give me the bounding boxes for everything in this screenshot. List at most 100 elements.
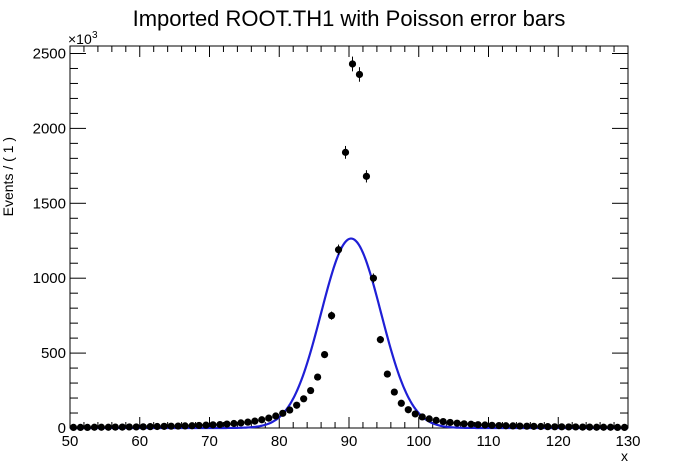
x-axis: 50 60 70 80 90 100 110 120 130 [62, 46, 641, 450]
data-point [488, 421, 496, 429]
x-tick-label: 50 [62, 433, 79, 450]
data-point [341, 148, 350, 156]
data-point [551, 423, 559, 431]
data-point [272, 412, 280, 420]
chart-title: Imported ROOT.TH1 with Poisson error bar… [133, 6, 566, 31]
data-point [558, 423, 566, 431]
x-tick-label: 80 [271, 433, 288, 450]
data-point [258, 416, 266, 424]
data-point [599, 423, 608, 431]
x-axis-label: x [621, 448, 628, 464]
data-point [572, 423, 580, 431]
y-tick-label: 1500 [33, 195, 66, 212]
x-tick-label: 70 [201, 433, 218, 450]
data-point [244, 418, 252, 426]
data-point [111, 423, 119, 431]
data-point [593, 423, 601, 431]
y-axis: 0 500 1000 1500 2000 2500 [33, 45, 628, 437]
data-point [153, 422, 161, 431]
data-point [97, 423, 105, 431]
x-tick-label: 60 [131, 433, 148, 450]
data-point [181, 422, 189, 430]
data-point [279, 409, 287, 417]
data-point [613, 423, 622, 432]
data-point [320, 350, 329, 359]
data-point [362, 172, 371, 180]
data-point [76, 423, 85, 432]
data-point [516, 422, 524, 430]
x-tick-label: 120 [546, 433, 571, 450]
data-point [509, 422, 517, 430]
data-point [334, 246, 343, 254]
data-point [530, 422, 538, 430]
data-point [565, 423, 573, 431]
y-tick-label: 2500 [33, 45, 66, 62]
data-point [223, 420, 231, 428]
data-point [606, 423, 615, 431]
data-point [83, 423, 92, 432]
data-point [327, 312, 336, 320]
data-point [195, 421, 203, 430]
data-point [307, 386, 315, 395]
data-point [251, 417, 259, 425]
data-point [167, 422, 175, 430]
data-point [300, 395, 308, 403]
data-point [314, 373, 322, 381]
data-point [425, 415, 433, 423]
data-point [446, 418, 454, 427]
x-tick-label: 110 [477, 433, 501, 450]
fit-curve [70, 237, 628, 430]
data-point [418, 413, 426, 421]
data-point [348, 60, 357, 68]
data-point [390, 388, 398, 396]
data-point [69, 423, 78, 432]
data-point [467, 420, 475, 428]
y-tick-label: 500 [41, 345, 66, 362]
x-tick-label: 90 [341, 433, 358, 450]
y-tick-label: 1000 [33, 270, 66, 287]
data-point [474, 421, 482, 429]
data-point [537, 422, 545, 431]
data-point [369, 274, 378, 282]
data-point [209, 421, 217, 429]
data-point [502, 422, 510, 430]
data-point [146, 423, 154, 431]
y-tick-label: 0 [58, 420, 66, 437]
data-point [230, 419, 238, 428]
data-point [188, 422, 196, 430]
y-multiplier-base: ×10 [68, 31, 92, 47]
data-point [383, 370, 391, 378]
series-layer [69, 56, 629, 432]
y-axis-label: Events / ( 1 ) [0, 137, 16, 216]
data-point [118, 423, 126, 431]
data-point [579, 423, 587, 431]
x-tick-label: 100 [406, 433, 431, 450]
data-point [286, 406, 294, 414]
data-point [293, 401, 301, 409]
data-point [202, 421, 210, 429]
data-point [132, 423, 140, 431]
data-point [104, 423, 112, 431]
data-point [404, 406, 412, 414]
y-multiplier-exponent: 3 [92, 30, 98, 41]
data-point [265, 414, 273, 422]
data-point [160, 422, 168, 430]
data-point [397, 399, 405, 407]
y-multiplier: ×10 3 [68, 30, 98, 47]
data-point [523, 422, 531, 430]
data-point [586, 423, 594, 431]
data-point [432, 416, 440, 424]
data-point [355, 70, 364, 79]
data-point [460, 420, 468, 428]
data-point [495, 422, 503, 430]
data-point [439, 417, 447, 426]
data-point [453, 419, 461, 427]
data-point [376, 336, 384, 344]
data-point [90, 423, 99, 431]
plot-frame [69, 45, 629, 429]
data-point [139, 423, 147, 431]
y-tick-label: 2000 [33, 120, 66, 137]
data-point [411, 410, 419, 418]
data-point [544, 423, 552, 431]
